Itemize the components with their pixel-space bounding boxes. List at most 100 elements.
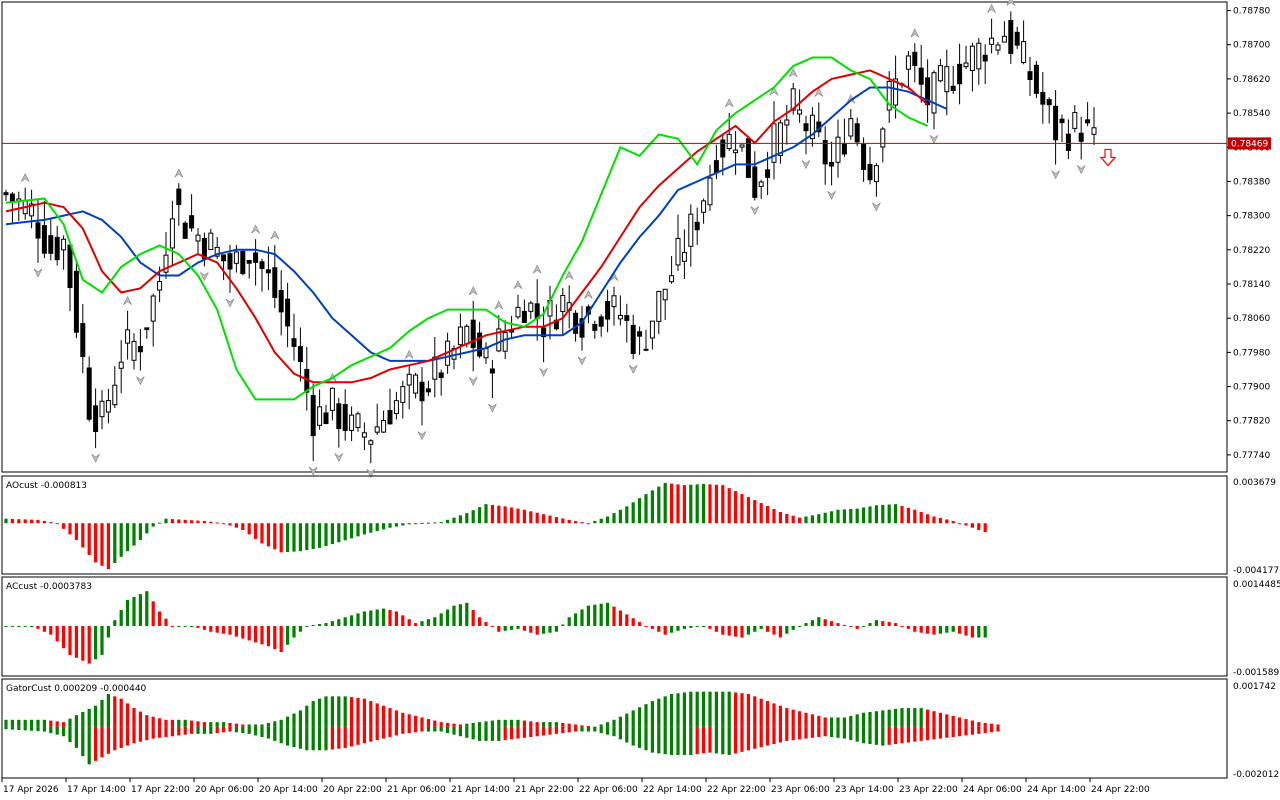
price-tick-label: 0.77980 bbox=[1233, 348, 1270, 358]
gator-bar-lower bbox=[369, 726, 373, 742]
gator-bar-lower bbox=[30, 726, 34, 731]
gator-bar-lower bbox=[215, 726, 219, 734]
gator-bar-upper bbox=[369, 701, 373, 727]
gator-bar-lower bbox=[529, 726, 533, 737]
candle-bearish bbox=[73, 270, 79, 333]
candle-bearish bbox=[438, 372, 444, 379]
candle-bearish bbox=[182, 222, 188, 239]
gator-bar-upper bbox=[945, 714, 949, 727]
gator-bar-upper bbox=[996, 724, 1000, 727]
gator-bar-upper bbox=[407, 714, 411, 727]
candle-bearish bbox=[720, 139, 726, 158]
fractal-down-icon bbox=[334, 453, 344, 463]
fractal-down-icon bbox=[628, 365, 638, 374]
gator-indicator-pane[interactable]: GatorCust 0.000209 -0.000440 0.001742 -0.… bbox=[1, 678, 1279, 780]
fractal-down-icon bbox=[929, 135, 939, 144]
candle-bearish bbox=[3, 192, 9, 196]
gator-bar-lower bbox=[746, 726, 750, 751]
histogram-bar-up bbox=[126, 523, 130, 552]
histogram-bar-up bbox=[324, 623, 328, 626]
ao-indicator-pane[interactable]: AOcust -0.000813 0.003679 -0.004177 bbox=[1, 475, 1279, 576]
histogram-bar-up bbox=[113, 620, 117, 626]
candle-bullish bbox=[125, 329, 131, 344]
histogram-bar-down bbox=[798, 517, 802, 524]
histogram-bar-down bbox=[407, 619, 411, 626]
histogram-bar-down bbox=[62, 523, 66, 529]
histogram-bar-down bbox=[414, 623, 418, 626]
gator-pane-frame bbox=[1, 678, 1228, 779]
histogram-bar-down bbox=[30, 519, 34, 524]
gator-bar-lower bbox=[426, 726, 430, 732]
histogram-bar-down bbox=[753, 500, 757, 524]
gator-bar-upper bbox=[702, 691, 706, 727]
histogram-bar-down bbox=[958, 625, 962, 634]
gator-bar-upper bbox=[574, 724, 578, 727]
candle-bearish bbox=[745, 138, 751, 178]
histogram-bar-down bbox=[196, 520, 200, 524]
gator-bar-upper bbox=[810, 714, 814, 727]
histogram-bar-down bbox=[151, 601, 155, 626]
histogram-bar-down bbox=[273, 523, 277, 550]
candle-bullish bbox=[169, 218, 175, 249]
main-price-pane[interactable]: 0.787800.787000.786200.785400.784600.783… bbox=[1, 0, 1271, 478]
gator-bar-upper bbox=[260, 724, 264, 727]
gator-bar-upper bbox=[618, 716, 622, 727]
fractal-down-icon bbox=[1051, 170, 1060, 180]
histogram-bar-up bbox=[439, 522, 443, 524]
candle-bearish bbox=[643, 348, 649, 351]
histogram-bar-up bbox=[324, 523, 328, 546]
price-tick-label: 0.77740 bbox=[1233, 451, 1270, 461]
candle-bearish bbox=[912, 51, 918, 67]
gator-bar-lower bbox=[906, 726, 910, 743]
candle-bullish bbox=[483, 348, 489, 359]
gator-bar-upper bbox=[689, 691, 693, 727]
gator-bar-lower bbox=[580, 726, 584, 732]
gator-bar-upper bbox=[279, 719, 283, 727]
histogram-bar-up bbox=[695, 484, 699, 524]
gator-bar-upper bbox=[676, 693, 680, 727]
ac-title: ACcust -0.0003783 bbox=[6, 582, 92, 592]
candle-bullish bbox=[502, 332, 508, 352]
candle-bullish bbox=[99, 400, 105, 418]
histogram-bar-down bbox=[631, 618, 635, 626]
gator-bar-lower bbox=[414, 726, 418, 733]
gator-bar-upper bbox=[913, 708, 917, 727]
gator-bar-lower bbox=[951, 726, 955, 737]
gator-bar-lower bbox=[823, 726, 827, 737]
gator-bar-upper bbox=[497, 719, 501, 727]
fractal-down-icon bbox=[801, 160, 811, 170]
histogram-bar-down bbox=[906, 507, 910, 524]
gator-bar-lower bbox=[996, 726, 1000, 732]
candle-bullish bbox=[361, 432, 367, 438]
histogram-bar-up bbox=[407, 523, 411, 525]
candle-bullish bbox=[969, 45, 975, 72]
gator-bar-upper bbox=[183, 719, 187, 727]
histogram-bar-down bbox=[682, 485, 686, 524]
histogram-bar-down bbox=[266, 523, 270, 547]
histogram-bar-down bbox=[158, 611, 162, 626]
gator-bar-lower bbox=[68, 726, 72, 743]
histogram-bar-up bbox=[452, 605, 456, 626]
candle-bearish bbox=[822, 140, 828, 165]
candle-bullish bbox=[457, 326, 463, 346]
gator-bar-upper bbox=[426, 719, 430, 727]
candle-bullish bbox=[669, 275, 675, 283]
ac-indicator-pane[interactable]: ACcust -0.0003783 0.0014485 -0.0015895 bbox=[1, 576, 1280, 678]
candle-bearish bbox=[265, 269, 271, 274]
gator-bar-upper bbox=[990, 723, 994, 727]
fractal-down-icon bbox=[417, 431, 427, 441]
main-pane-frame bbox=[1, 1, 1228, 473]
histogram-bar-down bbox=[222, 625, 226, 634]
gator-bar-lower bbox=[401, 726, 405, 734]
candle-bearish bbox=[54, 236, 60, 261]
histogram-bar-down bbox=[273, 625, 277, 650]
histogram-bar-down bbox=[177, 519, 181, 524]
gator-bar-upper bbox=[49, 720, 53, 727]
histogram-bar-up bbox=[817, 514, 821, 524]
histogram-bar-up bbox=[554, 625, 558, 632]
candle-bearish bbox=[41, 225, 47, 254]
gator-bar-lower bbox=[241, 726, 245, 734]
histogram-bar-up bbox=[938, 625, 942, 634]
candle-bullish bbox=[777, 122, 783, 156]
